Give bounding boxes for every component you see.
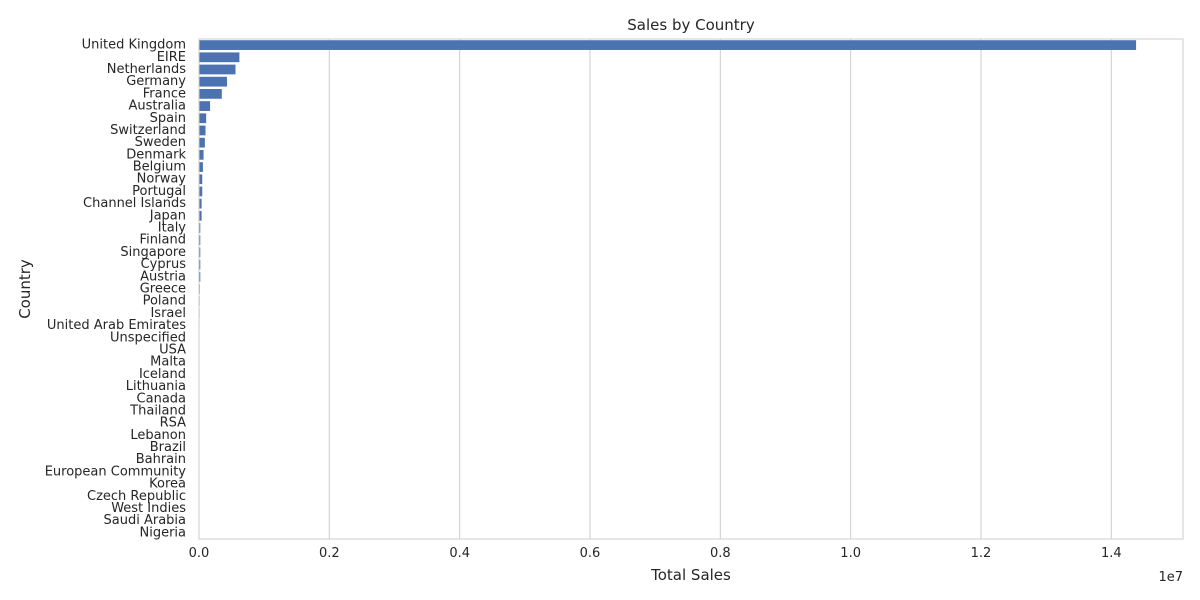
- bar: [199, 64, 236, 75]
- x-tick-label: 0.2: [319, 546, 340, 561]
- y-tick-label: Italy: [158, 221, 187, 236]
- y-tick-label: Norway: [137, 172, 187, 187]
- y-tick-label: Switzerland: [110, 123, 186, 138]
- y-tick-label: France: [143, 86, 186, 101]
- y-tick-label: Belgium: [133, 160, 186, 175]
- y-tick-label: Israel: [150, 306, 186, 321]
- y-tick-label: Poland: [143, 294, 186, 309]
- y-tick-label: Austria: [140, 269, 186, 284]
- y-tick-label: Singapore: [120, 245, 186, 260]
- y-tick-label: Canada: [137, 391, 186, 406]
- y-tick-label: United Kingdom: [82, 38, 186, 53]
- bar: [199, 259, 201, 270]
- y-tick-label: Saudi Arabia: [104, 513, 187, 528]
- y-tick-label: Lithuania: [126, 379, 186, 394]
- y-tick-label: Cyprus: [141, 257, 187, 272]
- bar: [199, 40, 1137, 50]
- y-tick-label: Bahrain: [136, 452, 186, 467]
- x-tick-label: 0.4: [449, 546, 470, 561]
- y-tick-label: Finland: [140, 233, 186, 248]
- y-tick-label: Germany: [126, 74, 186, 89]
- bar: [199, 247, 201, 258]
- bar: [199, 186, 203, 197]
- x-tick-label: 1.0: [840, 546, 861, 561]
- y-tick-label: Unspecified: [110, 330, 186, 345]
- y-tick-label: United Arab Emirates: [47, 318, 186, 333]
- y-tick-label: Channel Islands: [83, 196, 186, 211]
- y-tick-label: USA: [159, 342, 186, 357]
- x-tick-label: 0.6: [580, 546, 601, 561]
- y-tick-label: Netherlands: [107, 62, 186, 77]
- x-tick-label: 1.4: [1101, 546, 1122, 561]
- bar: [199, 149, 204, 160]
- y-tick-label: Lebanon: [130, 428, 186, 443]
- y-tick-label: Japan: [149, 208, 186, 223]
- bar: [199, 198, 202, 209]
- y-tick-label: EIRE: [157, 50, 186, 65]
- x-tick-label: 1.2: [971, 546, 992, 561]
- bar: [199, 137, 205, 148]
- bar: [199, 174, 203, 185]
- y-tick-label: European Community: [45, 464, 187, 479]
- y-tick-label: West Indies: [111, 501, 186, 516]
- plot-frame: [198, 38, 1184, 540]
- bar: [199, 76, 228, 87]
- y-tick-label: Malta: [150, 355, 186, 370]
- y-tick-label: Iceland: [139, 367, 186, 382]
- y-tick-label: Thailand: [129, 403, 186, 418]
- bar: [199, 223, 201, 233]
- x-tick-label: 0.8: [710, 546, 731, 561]
- y-tick-label: Denmark: [126, 147, 186, 162]
- y-tick-label: Sweden: [135, 135, 186, 150]
- y-tick-label: Korea: [149, 477, 186, 492]
- y-tick-label: Spain: [150, 111, 186, 126]
- y-tick-label: Portugal: [132, 184, 186, 199]
- bar: [199, 52, 240, 63]
- y-tick-label: Nigeria: [139, 525, 186, 540]
- bar: [199, 113, 207, 124]
- bar: [199, 125, 206, 136]
- x-offset-label: 1e7: [1158, 570, 1183, 585]
- bar: [199, 162, 203, 172]
- y-axis-title: Country: [16, 259, 34, 319]
- bar: [199, 101, 211, 111]
- chart-title: Sales by Country: [627, 16, 755, 34]
- bar: [199, 235, 201, 246]
- bar: [199, 271, 201, 282]
- y-tick-label: Greece: [140, 282, 186, 297]
- y-tick-label: RSA: [160, 416, 187, 431]
- x-tick-label: 0.0: [189, 546, 210, 561]
- y-tick-label: Brazil: [150, 440, 186, 455]
- y-tick-label: Australia: [128, 99, 186, 114]
- bar: [199, 89, 222, 99]
- bar: [199, 210, 202, 221]
- x-axis-title: Total Sales: [650, 566, 731, 584]
- y-tick-label: Czech Republic: [87, 489, 186, 504]
